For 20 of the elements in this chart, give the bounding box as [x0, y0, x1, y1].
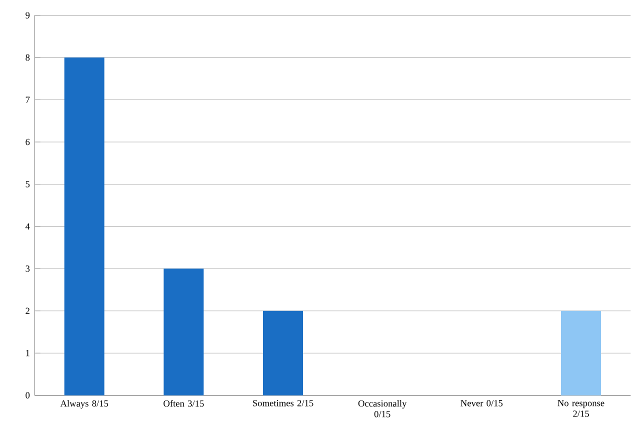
- y-tick-label: 0: [26, 392, 30, 398]
- y-tick-label: 3: [26, 266, 30, 272]
- x-tick-label: Never 0/15: [460, 400, 503, 406]
- bar: [164, 268, 204, 396]
- x-tick-label: Often 3/15: [164, 400, 204, 407]
- x-tick-label: Sometimes 2/15: [253, 400, 314, 406]
- y-tick-label: 6: [26, 138, 30, 146]
- y-tick-label: 8: [26, 54, 30, 61]
- bar: [64, 58, 104, 396]
- bar: [263, 310, 304, 396]
- bar: [561, 310, 601, 396]
- y-tick-label: 2: [26, 308, 30, 314]
- x-tick-label: Always 8/15: [60, 400, 108, 409]
- y-tick-label: 7: [26, 96, 30, 103]
- x-tick-label: Occasionally 0/15: [358, 400, 407, 418]
- x-tick-label: No response 2/15: [558, 400, 604, 417]
- y-tick-label: 4: [25, 223, 30, 230]
- y-tick-label: 1: [26, 350, 30, 356]
- y-tick-label: 5: [26, 181, 30, 188]
- y-tick-label: 9: [26, 12, 30, 18]
